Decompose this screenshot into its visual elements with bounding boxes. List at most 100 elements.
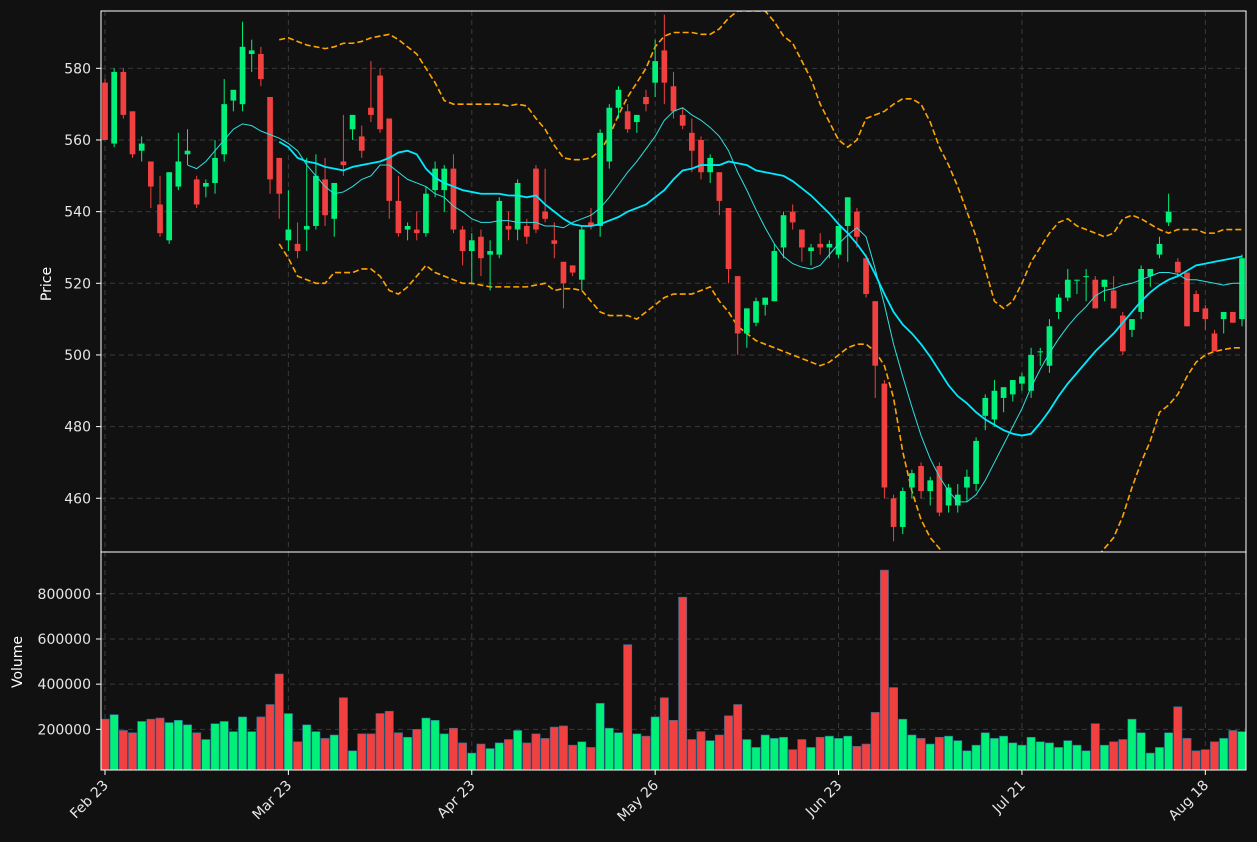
candle	[780, 211, 787, 259]
candle	[468, 233, 475, 284]
candle	[450, 154, 457, 234]
volume-bar	[531, 733, 541, 771]
candle-body	[688, 132, 695, 151]
volume-bar	[843, 735, 853, 771]
volume-bar	[219, 721, 229, 771]
candle	[927, 476, 934, 506]
volume-bar	[458, 742, 468, 771]
candle	[863, 254, 869, 298]
candle	[203, 179, 209, 198]
candle-body	[991, 390, 998, 420]
candle-body	[331, 182, 338, 219]
volume-bar	[1008, 742, 1018, 771]
candle	[395, 175, 402, 237]
volume-bar	[1054, 747, 1064, 771]
volume-bar	[925, 743, 935, 771]
volume-bar	[879, 569, 889, 771]
volume-bar	[513, 730, 523, 771]
volume-bar	[724, 715, 733, 771]
volume-bar	[1100, 744, 1109, 771]
ma-long-line	[278, 140, 1243, 437]
candle-body	[597, 132, 603, 226]
ma-short-line	[187, 107, 1242, 503]
candle	[789, 204, 796, 230]
volume-bar	[274, 673, 284, 771]
volume-bar	[1017, 744, 1027, 771]
price-tick-label: 540	[64, 205, 91, 221]
candle	[1110, 276, 1117, 309]
candle	[808, 243, 814, 266]
volume-bar	[1210, 741, 1219, 771]
volume-bar	[1063, 740, 1073, 771]
candle	[725, 208, 732, 284]
candle-body	[1074, 279, 1080, 281]
candle-body	[652, 61, 659, 83]
volume-bar	[430, 720, 440, 771]
volume-bar	[971, 744, 981, 771]
candle	[1092, 276, 1099, 309]
candle-body	[1147, 268, 1154, 277]
candle	[120, 68, 127, 119]
candle	[1156, 236, 1163, 259]
candle-body	[753, 301, 759, 323]
candle-body	[239, 46, 246, 105]
candle	[1037, 347, 1044, 366]
candle	[1202, 304, 1209, 330]
candle-body	[358, 136, 365, 151]
volume-bar	[760, 734, 770, 771]
volume-bar	[980, 732, 990, 771]
candle-body	[258, 53, 264, 80]
candle	[881, 380, 888, 499]
price-tick-label: 500	[64, 348, 91, 364]
volume-bar	[384, 710, 394, 771]
candle-body	[927, 480, 934, 492]
candle	[102, 79, 108, 140]
candle	[698, 136, 704, 180]
candle	[652, 39, 659, 97]
volume-bar	[173, 720, 183, 771]
volume-bar	[586, 747, 596, 771]
volume-bar	[916, 738, 926, 771]
volume-bar	[852, 745, 862, 771]
price-tick-label: 580	[64, 61, 91, 77]
candle-body	[890, 498, 897, 527]
candle-body	[1000, 387, 1007, 398]
volume-bar	[824, 735, 834, 771]
candle	[1055, 294, 1062, 320]
candle-body	[578, 229, 585, 280]
candle-body	[1046, 326, 1053, 366]
volume-bar	[338, 697, 348, 771]
candle	[487, 240, 493, 291]
volume-bar	[1136, 732, 1146, 771]
candle-body	[835, 225, 842, 255]
volume-bar	[1155, 747, 1164, 771]
candle-body	[698, 139, 704, 173]
candle	[294, 222, 301, 259]
candle-body	[138, 143, 145, 151]
candle-body	[148, 161, 154, 187]
candle-body	[487, 251, 493, 255]
volume-bar	[834, 738, 843, 771]
volume-bar	[118, 730, 128, 771]
candle-body	[441, 168, 448, 191]
candle	[303, 157, 310, 252]
volume-bar	[283, 713, 293, 771]
candle	[899, 487, 906, 535]
candle-body	[679, 114, 686, 126]
volume-bar	[183, 724, 192, 771]
volume-bar	[357, 733, 367, 771]
volume-bar	[421, 717, 431, 771]
volume-bar	[293, 741, 302, 771]
candle	[285, 190, 292, 252]
candle	[459, 225, 466, 266]
candle-body	[826, 243, 833, 248]
candle	[1147, 268, 1154, 287]
candle	[597, 129, 603, 237]
candle-body	[1239, 258, 1245, 320]
candle-body	[1110, 290, 1117, 309]
candle	[973, 437, 979, 492]
candle-body	[762, 297, 769, 305]
candle	[413, 211, 420, 241]
candle-body	[450, 168, 457, 230]
volume-bar	[751, 747, 761, 771]
